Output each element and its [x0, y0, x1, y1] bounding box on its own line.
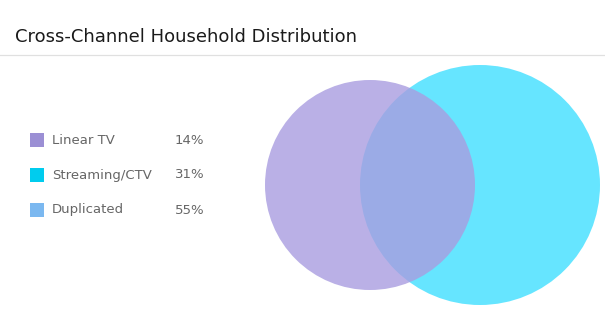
Bar: [30, 203, 44, 217]
Text: Cross-Channel Household Distribution: Cross-Channel Household Distribution: [15, 28, 357, 46]
Text: Linear TV: Linear TV: [52, 134, 115, 146]
Bar: [30, 168, 44, 182]
Circle shape: [360, 65, 600, 305]
Text: 31%: 31%: [175, 169, 204, 182]
Text: 55%: 55%: [175, 203, 204, 216]
Text: Streaming/CTV: Streaming/CTV: [52, 169, 152, 182]
Bar: [30, 133, 44, 147]
Circle shape: [265, 80, 475, 290]
Text: Duplicated: Duplicated: [52, 203, 124, 216]
Text: 14%: 14%: [175, 134, 204, 146]
